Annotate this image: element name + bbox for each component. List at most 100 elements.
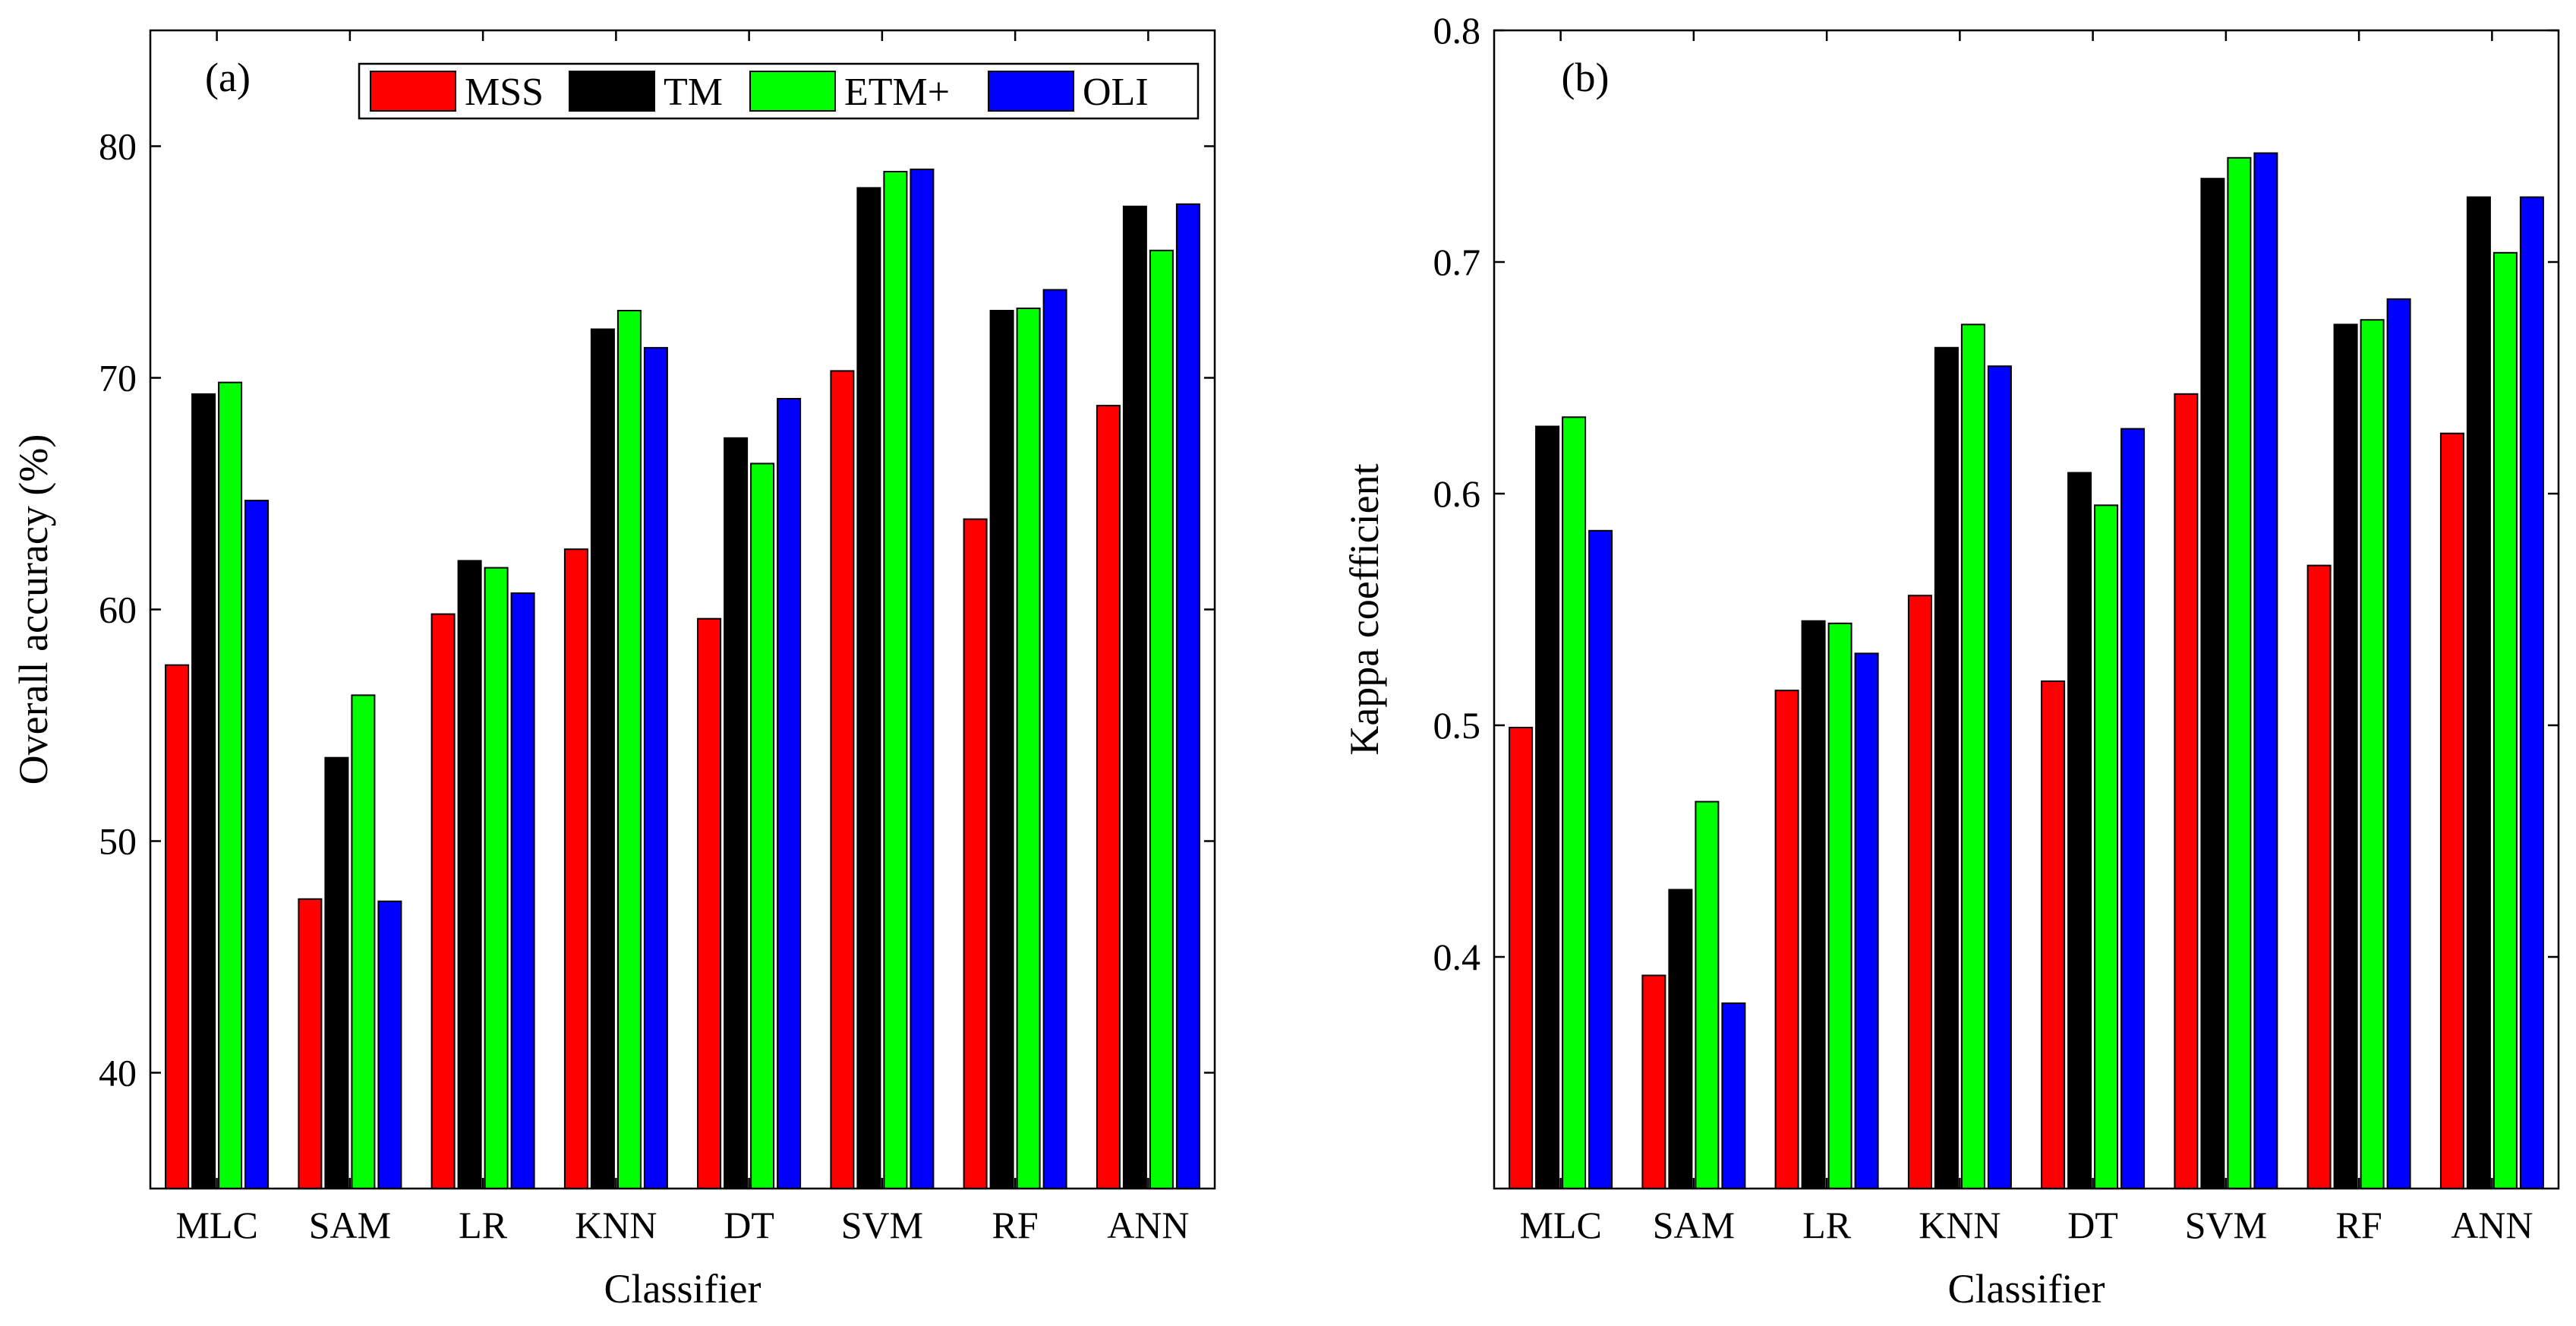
legend-swatch-etm	[749, 71, 836, 112]
bar-etm-sam	[1695, 800, 1720, 1189]
bar-mss-knn	[1907, 595, 1932, 1189]
y-tick-label: 0.7	[1433, 241, 1481, 283]
bar-etm-dt	[750, 463, 775, 1189]
bar-etm-dt	[2094, 504, 2119, 1190]
bar-mss-rf	[963, 518, 988, 1189]
bar-etm-lr	[1827, 622, 1852, 1189]
bar-etm-svm	[883, 171, 908, 1189]
bar-mss-lr	[1774, 690, 1799, 1189]
bar-oli-knn	[643, 346, 668, 1189]
bar-tm-lr	[457, 560, 482, 1189]
bar-tm-knn	[590, 328, 615, 1189]
bar-tm-svm	[2200, 178, 2225, 1190]
x-tick-label: DT	[724, 1204, 774, 1246]
x-tick-label: ANN	[2451, 1204, 2533, 1246]
y-tick-label: 0.5	[1433, 704, 1481, 747]
bar-oli-sam	[377, 900, 402, 1190]
bar-oli-svm	[2253, 152, 2278, 1190]
x-tick-label: RF	[2336, 1204, 2382, 1246]
y-tick-label: 80	[99, 125, 137, 168]
x-tick-label: SAM	[1653, 1204, 1735, 1246]
bar-mss-knn	[563, 548, 588, 1189]
x-axis-label: Classifier	[604, 1266, 761, 1312]
bar-mss-svm	[2174, 393, 2199, 1189]
x-tick-label: RF	[992, 1204, 1039, 1246]
bar-tm-sam	[1668, 889, 1693, 1189]
legend: MSS TM ETM+ OLI	[358, 62, 1200, 120]
bar-oli-svm	[910, 169, 935, 1189]
panel-label: (a)	[205, 55, 251, 100]
bar-oli-rf	[2386, 298, 2411, 1189]
bar-tm-ann	[2466, 196, 2491, 1190]
y-tick-label: 70	[99, 357, 137, 399]
bar-tm-svm	[856, 187, 881, 1189]
bar-oli-ann	[1175, 203, 1200, 1190]
x-tick-label: KNN	[1919, 1204, 2001, 1246]
bar-mss-ann	[1096, 405, 1121, 1189]
x-tick-label: MLC	[175, 1204, 257, 1246]
bar-tm-lr	[1801, 620, 1826, 1189]
bar-tm-sam	[324, 756, 349, 1189]
bar-oli-lr	[510, 592, 535, 1189]
x-tick-label: SAM	[309, 1204, 391, 1246]
bar-mss-dt	[2041, 680, 2066, 1189]
bar-etm-mlc	[1562, 416, 1587, 1189]
bar-oli-ann	[2519, 196, 2544, 1190]
y-tick-label: 0.4	[1433, 936, 1481, 978]
legend-label: ETM+	[844, 71, 950, 114]
bar-tm-mlc	[191, 393, 216, 1189]
bar-oli-rf	[1042, 289, 1067, 1190]
bar-etm-knn	[616, 310, 642, 1189]
x-tick-label: KNN	[575, 1204, 657, 1246]
bar-oli-knn	[1987, 365, 2012, 1190]
bar-mss-ann	[2439, 432, 2464, 1189]
panel-b: 0.4 0.5 0.6 0.7 0.8 MLC SAM LR KNN DT SVM RF ANN Clas…	[1342, 9, 2560, 1312]
bar-oli-lr	[1854, 652, 1879, 1189]
bar-oli-mlc	[1588, 529, 1613, 1189]
bar-etm-rf	[1016, 308, 1041, 1189]
bar-etm-ann	[2492, 251, 2518, 1189]
y-axis-label: Overall accuracy (%)	[11, 434, 56, 785]
y-tick-label: 0.6	[1433, 472, 1481, 515]
x-tick-label: MLC	[1519, 1204, 1601, 1246]
bar-mss-dt	[697, 617, 722, 1189]
bar-oli-mlc	[244, 500, 270, 1189]
bar-etm-sam	[351, 694, 376, 1189]
bar-mss-sam	[298, 898, 323, 1190]
bar-oli-dt	[777, 398, 802, 1189]
panel-label: (b)	[1562, 55, 1610, 100]
x-axis-label: Classifier	[1948, 1266, 2105, 1312]
x-tick-label: LR	[459, 1204, 508, 1246]
axes-box	[1493, 29, 2560, 1190]
bar-tm-rf	[2333, 324, 2358, 1189]
y-tick-label: 40	[99, 1052, 137, 1094]
bar-mss-lr	[430, 613, 456, 1189]
x-tick-label: SVM	[2185, 1204, 2267, 1246]
bar-tm-mlc	[1535, 425, 1560, 1189]
bar-etm-rf	[2360, 319, 2385, 1190]
panel-a: 40 50 60 70 80 MLC SAM LR KNN DT SVM RF ANN Classifie…	[11, 29, 1216, 1312]
y-tick-label: 60	[99, 589, 137, 631]
bar-mss-mlc	[165, 664, 190, 1189]
x-tick-label: ANN	[1107, 1204, 1189, 1246]
bar-mss-mlc	[1509, 727, 1534, 1189]
bar-mss-svm	[830, 370, 855, 1189]
bar-oli-dt	[2120, 428, 2146, 1189]
x-tick-label: SVM	[841, 1204, 923, 1246]
bar-tm-rf	[989, 310, 1014, 1189]
y-tick-label: 0.8	[1433, 9, 1481, 52]
bar-etm-ann	[1149, 249, 1174, 1190]
legend-swatch-tm	[569, 71, 655, 112]
legend-label: MSS	[465, 71, 544, 114]
legend-swatch-mss	[370, 71, 456, 112]
x-tick-label: LR	[1802, 1204, 1852, 1246]
bar-etm-mlc	[218, 381, 243, 1190]
bar-tm-dt	[724, 437, 749, 1189]
bar-mss-rf	[2306, 564, 2332, 1189]
y-axis-label: Kappa coefficient	[1342, 463, 1387, 755]
bar-etm-lr	[484, 567, 509, 1189]
bar-tm-ann	[1122, 205, 1147, 1189]
bar-etm-svm	[2227, 156, 2252, 1190]
bar-tm-dt	[2067, 472, 2092, 1189]
